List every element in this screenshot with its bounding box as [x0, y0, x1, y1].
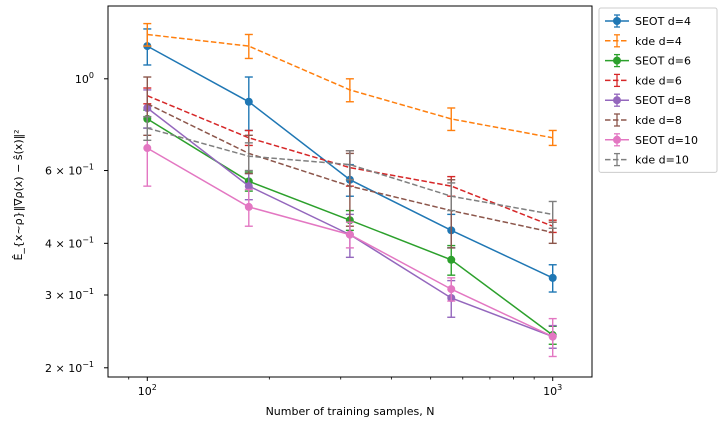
legend-label: SEOT d=8	[635, 94, 691, 107]
legend-marker	[613, 96, 621, 105]
legend: SEOT d=4 kde d=4 SEOT d=6 kde d=6 SEOT d=8 kd…	[598, 7, 718, 173]
y-axis-label: Ê_{x~ρ}‖∇ρ(x) − ŝ(x)‖²	[12, 129, 25, 260]
legend-item-1: SEOT d=4	[605, 14, 691, 28]
y-tick-label: 2 × 10−1	[45, 360, 94, 375]
legend-label: kde d=8	[635, 114, 682, 127]
series-8	[143, 115, 557, 229]
legend-label: kde d=4	[635, 35, 682, 48]
data-point	[244, 182, 253, 191]
legend-label: SEOT d=4	[635, 15, 691, 28]
legend-item-4: kde d=6	[605, 73, 682, 87]
data-point	[244, 202, 253, 211]
legend-item-6: kde d=8	[605, 113, 682, 127]
legend-item-7: SEOT d=10	[605, 133, 698, 147]
data-point	[345, 230, 354, 239]
legend-item-5: SEOT d=8	[605, 93, 691, 107]
data-point	[447, 285, 456, 294]
data-point	[548, 273, 557, 282]
legend-marker	[613, 56, 621, 65]
series-line	[147, 127, 553, 216]
x-tick-label: 103	[543, 383, 562, 398]
plot-area	[107, 5, 593, 378]
legend-item-2: kde d=4	[605, 34, 682, 48]
y-tick-label: 4 × 10−1	[45, 235, 94, 250]
legend-item-3: SEOT d=6	[605, 53, 691, 68]
data-point	[244, 97, 253, 106]
legend-label: SEOT d=6	[635, 55, 691, 68]
y-tick-label: 100	[75, 71, 94, 86]
legend-marker	[613, 17, 621, 25]
x-axis-label: Number of training samples, N	[266, 405, 435, 418]
legend-label: SEOT d=10	[635, 134, 698, 147]
legend-item-8: kde d=10	[605, 152, 689, 167]
x-axis: 102 103	[128, 377, 562, 398]
series-line	[147, 95, 553, 227]
y-tick-label: 3 × 10−1	[45, 287, 94, 302]
data-point	[143, 144, 152, 153]
y-tick-label: 6 × 10−1	[45, 163, 94, 178]
legend-box	[598, 7, 718, 173]
x-tick-label: 102	[138, 383, 157, 398]
data-point	[447, 255, 456, 264]
legend-marker	[613, 135, 621, 144]
legend-label: kde d=10	[635, 154, 689, 167]
series-2	[143, 22, 557, 147]
plot-frame	[107, 5, 593, 378]
data-point	[548, 332, 557, 341]
y-axis: 2 × 10−1 3 × 10−1 4 × 10−1 6 × 10−1 100	[45, 71, 108, 375]
legend-label: kde d=6	[635, 74, 682, 87]
